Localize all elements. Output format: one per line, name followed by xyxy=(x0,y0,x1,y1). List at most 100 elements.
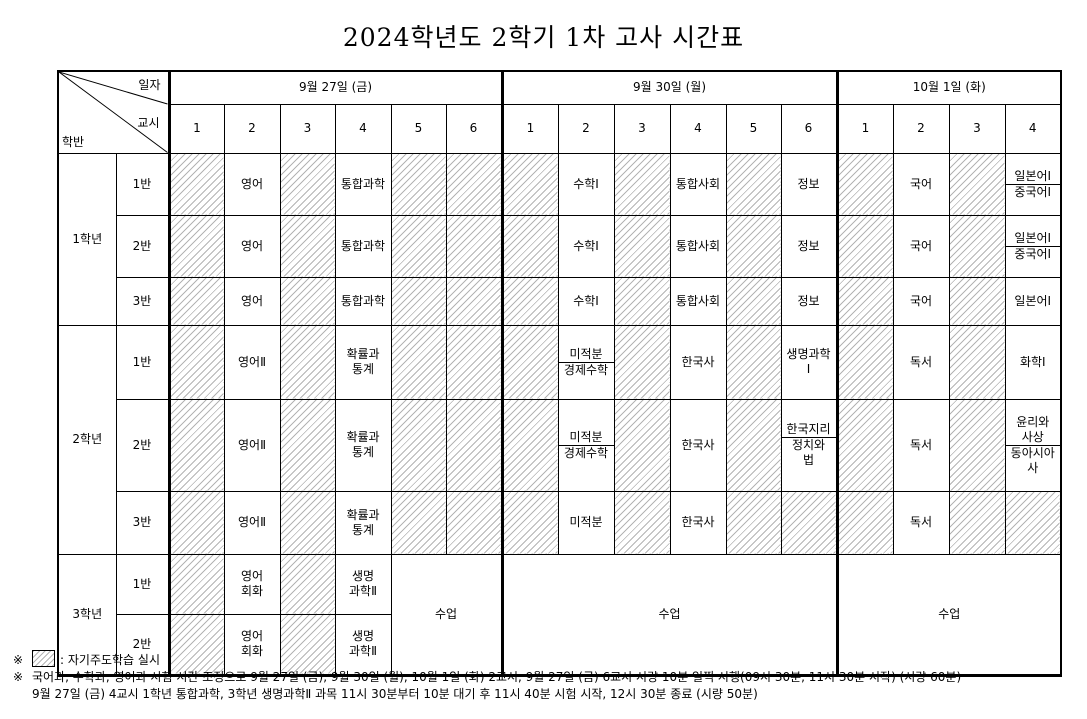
class-label: 1반 xyxy=(115,553,170,615)
subject-cell-split: 미적분 경제수학 xyxy=(557,324,615,400)
period-number: 1 xyxy=(167,103,225,154)
self-study-cell xyxy=(390,324,447,400)
subject-cell: 영어 xyxy=(223,276,281,326)
self-study-cell xyxy=(948,276,1006,326)
self-study-cell xyxy=(445,490,503,555)
class-session-cell: 수업 xyxy=(835,553,1062,676)
subject-cell: 한국사 xyxy=(669,490,727,555)
subject-cell: 확률과 통계 xyxy=(334,490,392,555)
class-session-cell: 수업 xyxy=(500,553,838,676)
subject-cell-split: 미적분 경제수학 xyxy=(557,398,615,492)
self-study-cell xyxy=(500,324,559,400)
subject-cell-split: 윤리와 사상 동아시아 사 xyxy=(1004,398,1062,492)
period-number: 2 xyxy=(892,103,950,154)
self-study-cell xyxy=(725,276,782,326)
grade-label-2: 2학년 xyxy=(57,324,117,555)
self-study-cell xyxy=(167,398,225,492)
subject-cell: 수학Ⅰ xyxy=(557,152,615,216)
subject-cell: 중국어Ⅰ xyxy=(1014,246,1052,261)
grade-label-3: 3학년 xyxy=(57,553,117,676)
footnote-legend-text: : 자기주도학습 실시 xyxy=(60,653,160,667)
footnote-note-text2: 9월 27일 (금) 4교시 1학년 통합과학, 3학년 생명과학Ⅱ 과목 11… xyxy=(32,687,758,701)
period-number: 3 xyxy=(948,103,1006,154)
subject-cell: 통합과학 xyxy=(334,276,392,326)
self-study-cell xyxy=(279,490,336,555)
period-number: 4 xyxy=(1004,103,1062,154)
class-label: 2반 xyxy=(115,613,170,676)
day-header-tue: 10월 1일 (화) xyxy=(835,70,1062,105)
subject-cell: 생명 과학Ⅱ xyxy=(334,613,392,676)
period-number: 3 xyxy=(613,103,671,154)
class-session-cell: 수업 xyxy=(390,553,503,676)
subject-cell: 경제수학 xyxy=(563,362,609,377)
self-study-cell xyxy=(835,276,894,326)
period-number: 5 xyxy=(390,103,447,154)
row-g2-c2: 2반 영어Ⅱ 확률과 통계 미적분 경제수학 한국사 한국지리 정치와 법 독서 xyxy=(58,398,1062,492)
self-study-cell xyxy=(167,490,225,555)
row-g1-c3: 3반 영어 통합과학 수학Ⅰ 통합사회 정보 국어 일본어Ⅰ xyxy=(58,276,1062,326)
subject-cell: 독서 xyxy=(892,490,950,555)
subject-cell: 독서 xyxy=(892,324,950,400)
self-study-cell xyxy=(279,324,336,400)
corner-date-label: 일자 xyxy=(138,78,161,92)
period-number: 4 xyxy=(669,103,727,154)
self-study-cell xyxy=(390,152,447,216)
self-study-cell xyxy=(445,152,503,216)
subject-cell: 생명과학 Ⅰ xyxy=(780,324,838,400)
subject-cell: 화학Ⅰ xyxy=(1004,324,1062,400)
subject-cell: 영어 xyxy=(223,152,281,216)
self-study-cell xyxy=(500,490,559,555)
self-study-cell xyxy=(835,324,894,400)
corner-cell: 일자 교시 학반 xyxy=(57,70,170,154)
period-number: 3 xyxy=(279,103,336,154)
reference-mark: ※ xyxy=(13,670,24,684)
self-study-cell xyxy=(390,214,447,278)
self-study-cell xyxy=(167,553,225,615)
self-study-cell xyxy=(279,276,336,326)
self-study-cell xyxy=(948,490,1006,555)
subject-cell: 경제수학 xyxy=(563,445,609,460)
subject-cell: 영어Ⅱ xyxy=(223,398,281,492)
row-g3-c2: 2반 영어 회화 생명 과학Ⅱ xyxy=(58,613,1061,676)
subject-cell: 중국어Ⅰ xyxy=(1014,184,1052,199)
subject-cell: 확률과 통계 xyxy=(334,324,392,400)
footnote-note-text: 국어과, 수학과, 영어과 시험 시간 조정으로 9월 27일 (금), 9월 … xyxy=(32,670,962,684)
header-date-row: 일자 교시 학반 9월 27일 (금) 9월 30일 (월) 10월 1일 (화… xyxy=(57,70,1062,154)
day-header-fri: 9월 27일 (금) xyxy=(167,70,503,105)
footnote-legend: ※: 자기주도학습 실시 xyxy=(13,650,961,669)
row-g3-c1: 3학년 1반 영어 회화 생명 과학Ⅱ 수업 수업 수업 xyxy=(57,553,1062,676)
subject-cell: 미적분 xyxy=(557,490,615,555)
footnote-note: ※ 국어과, 수학과, 영어과 시험 시간 조정으로 9월 27일 (금), 9월… xyxy=(13,669,961,686)
subject-cell: 윤리와 사상 xyxy=(1006,415,1060,446)
self-study-cell xyxy=(613,276,671,326)
subject-cell: 국어 xyxy=(892,214,950,278)
period-number: 2 xyxy=(557,103,615,154)
subject-cell: 정보 xyxy=(780,152,838,216)
self-study-cell xyxy=(613,152,671,216)
self-study-cell xyxy=(500,398,559,492)
self-study-cell xyxy=(445,276,503,326)
self-study-cell xyxy=(725,152,782,216)
corner-class-label: 학반 xyxy=(62,134,85,149)
subject-cell: 수학Ⅰ xyxy=(557,214,615,278)
subject-cell: 한국사 xyxy=(669,398,727,492)
subject-cell-split: 일본어Ⅰ 중국어Ⅰ xyxy=(1004,152,1062,216)
subject-cell: 정치와 법 xyxy=(791,438,826,467)
subject-cell: 정보 xyxy=(780,214,838,278)
subject-cell: 국어 xyxy=(892,276,950,326)
hatch-legend-swatch xyxy=(32,650,55,667)
exam-timetable: 일자 교시 학반 9월 27일 (금) 9월 30일 (월) 10월 1일 (화… xyxy=(57,70,1062,677)
subject-cell: 수학Ⅰ xyxy=(557,276,615,326)
self-study-cell xyxy=(835,490,894,555)
subject-cell: 정보 xyxy=(780,276,838,326)
self-study-cell xyxy=(613,214,671,278)
page-title: 2024학년도 2학기 1차 고사 시간표 xyxy=(342,23,745,52)
self-study-cell xyxy=(167,613,225,676)
row-g1-c2: 2반 영어 통합과학 수학Ⅰ 통합사회 정보 국어 일본어Ⅰ 중국어Ⅰ xyxy=(58,214,1062,278)
row-g1-c1: 1학년 1반 영어 통합과학 수학Ⅰ 통합사회 정보 국어 일본어Ⅰ 중국어Ⅰ xyxy=(57,152,1062,326)
subject-cell: 일본어Ⅰ xyxy=(1006,169,1060,185)
grade-label-1: 1학년 xyxy=(57,152,117,326)
self-study-cell xyxy=(390,490,447,555)
self-study-cell xyxy=(835,152,894,216)
subject-cell: 일본어Ⅰ xyxy=(1006,231,1060,247)
